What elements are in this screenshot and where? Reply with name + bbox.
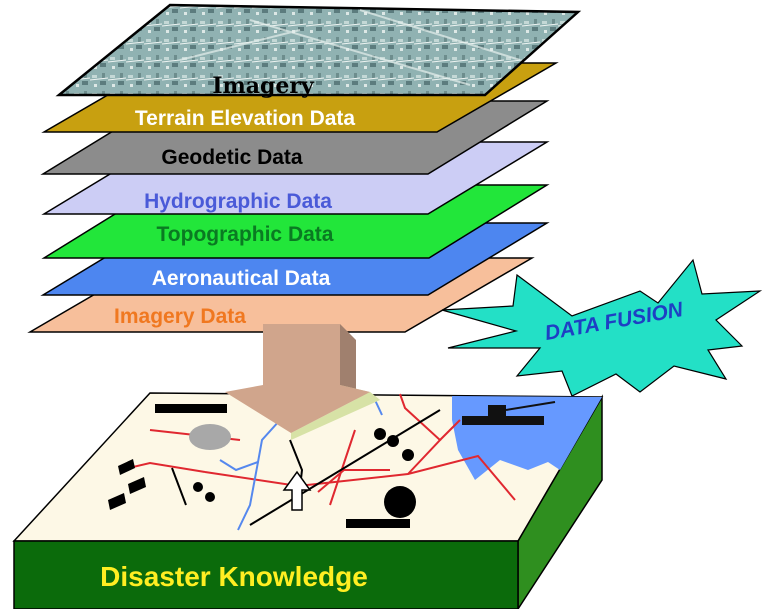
geodetic-data-label: Geodetic Data xyxy=(161,146,303,169)
grey-area-marker xyxy=(189,424,231,450)
map-features xyxy=(108,391,602,531)
hydrographic-data-label: Hydrographic Data xyxy=(144,190,332,213)
layer-imagery: Imagery xyxy=(55,3,582,99)
imagery-data-label: Imagery Data xyxy=(114,305,246,328)
up-arrow-icon xyxy=(282,470,312,511)
terrain-elevation-data-label: Terrain Elevation Data xyxy=(135,107,356,130)
imagery-label: Imagery xyxy=(212,73,315,99)
fusion-down-arrow xyxy=(225,324,380,440)
building-blocks xyxy=(108,459,146,510)
disaster-knowledge-label: Disaster Knowledge xyxy=(100,561,368,592)
ship-icon xyxy=(462,401,556,425)
aeronautical-data-label: Aeronautical Data xyxy=(152,267,331,290)
topographic-data-label: Topographic Data xyxy=(157,223,334,246)
